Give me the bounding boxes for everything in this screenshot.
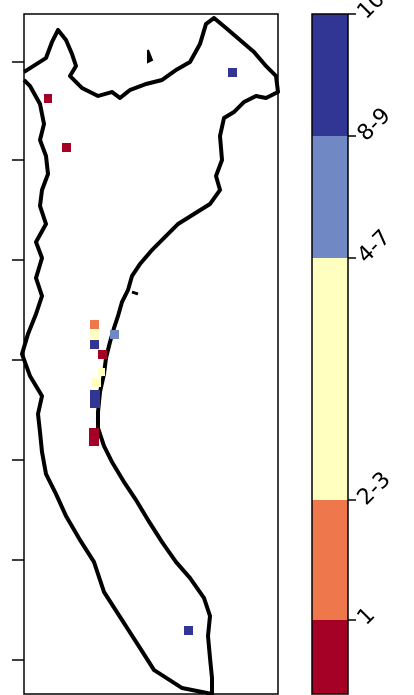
colorbar-ticks: 1 2-3 4-7 8-9 10	[348, 0, 396, 630]
data-cell	[110, 330, 119, 339]
island-east	[131, 290, 139, 296]
colorbar-segment-4-7	[312, 258, 348, 500]
map-panel-frame	[23, 13, 279, 695]
data-cell	[90, 320, 99, 329]
data-cell	[90, 340, 99, 349]
data-cell	[92, 378, 101, 387]
colorbar-segment-1	[312, 620, 348, 694]
colorbar-tick-label-8-9: 8-9	[353, 103, 396, 146]
map-axis-ticks	[12, 61, 24, 661]
colorbar-tick-label-4-7: 4-7	[353, 225, 396, 268]
colorbar-tick-label-2-3: 2-3	[353, 467, 396, 510]
data-cell	[98, 368, 105, 376]
colorbar-segment-2-3	[312, 500, 348, 620]
colorbar-frame	[311, 13, 349, 695]
data-cell	[90, 330, 99, 339]
data-cell	[98, 350, 107, 359]
data-cell	[228, 68, 237, 77]
data-cell	[90, 390, 100, 408]
colorbar-tick-label-1: 1	[353, 603, 381, 631]
data-cell	[184, 626, 193, 635]
data-cells	[44, 68, 237, 635]
island-north	[147, 49, 154, 64]
coastline-outline	[20, 16, 280, 695]
data-cell	[62, 143, 71, 152]
colorbar	[312, 14, 348, 694]
colorbar-tick-label-10: 10	[353, 0, 390, 24]
colorbar-segment-10	[312, 14, 348, 136]
colorbar-segment-8-9	[312, 136, 348, 258]
data-cell	[89, 428, 99, 446]
data-cell	[44, 94, 52, 103]
